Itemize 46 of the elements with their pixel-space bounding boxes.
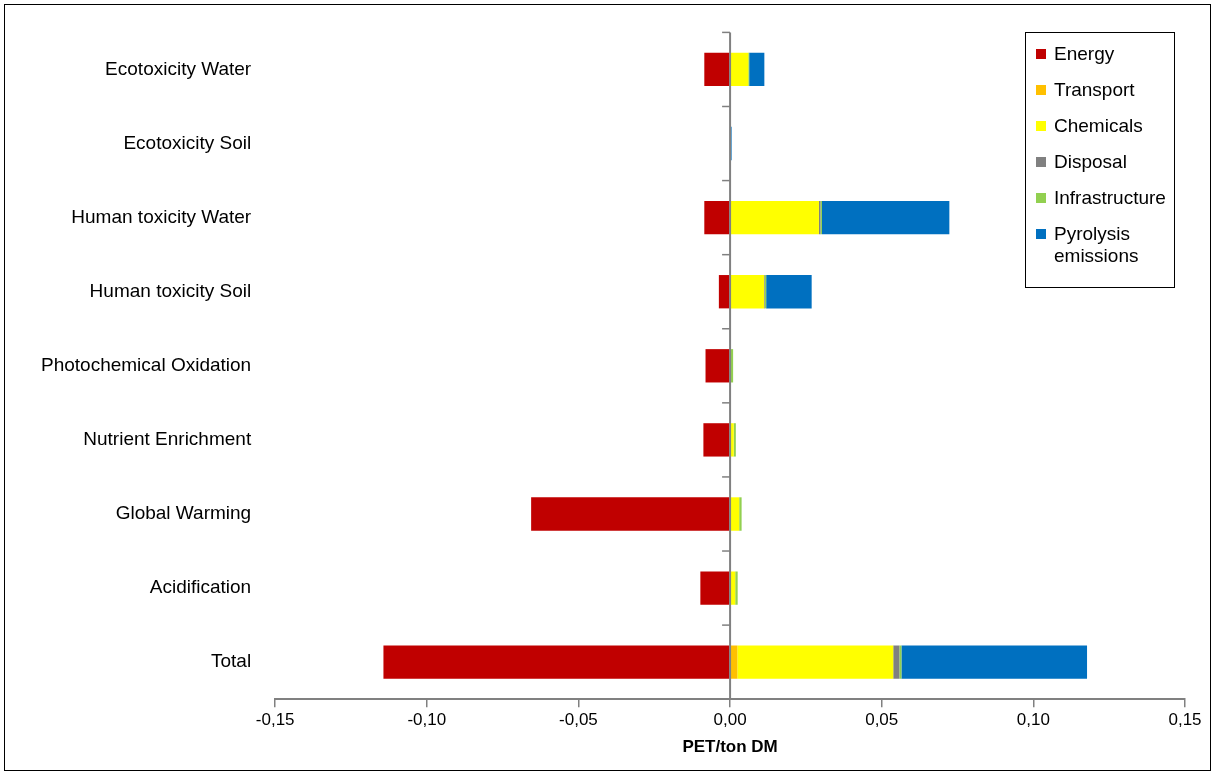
bar xyxy=(730,200,819,235)
y-tick-label: Ecotoxicity Soil xyxy=(123,131,252,153)
y-tick-label: Global Warming xyxy=(115,502,252,524)
bar xyxy=(893,645,900,679)
bar xyxy=(718,275,730,309)
x-axis-title: PET/ton DM xyxy=(682,737,778,757)
y-tick-label: Human toxicity Soil xyxy=(89,279,252,301)
bar xyxy=(383,645,730,679)
y-tick-label: Acidification xyxy=(149,576,252,598)
x-tick-label: -0,15 xyxy=(255,710,295,730)
y-tick-label: Human toxicity Water xyxy=(71,205,252,227)
bar xyxy=(899,645,902,679)
bar xyxy=(704,200,730,235)
bar xyxy=(730,571,736,605)
legend-label: Chemicals xyxy=(1054,115,1144,138)
bar xyxy=(730,497,740,531)
y-tick-label: Nutrient Enrichment xyxy=(83,428,252,450)
bar xyxy=(749,52,765,87)
bar xyxy=(531,497,730,531)
x-tick-label: -0,05 xyxy=(559,710,598,730)
x-tick-label: -0,10 xyxy=(407,710,447,730)
legend-label: Infrastructure xyxy=(1054,187,1166,210)
bar xyxy=(730,52,749,87)
bar xyxy=(705,349,730,383)
x-tick-label: 0,00 xyxy=(713,710,747,730)
legend-label: Disposal xyxy=(1054,151,1128,174)
x-tick-label: 0,15 xyxy=(1168,710,1202,730)
legend-label: Pyrolysis emissions xyxy=(1054,223,1140,268)
bar xyxy=(704,52,730,87)
bar xyxy=(766,275,812,309)
bar xyxy=(737,645,894,679)
x-tick-label: 0,10 xyxy=(1016,710,1050,730)
bar xyxy=(739,497,742,531)
bar xyxy=(821,200,950,235)
legend-label: Transport xyxy=(1054,79,1136,102)
bar xyxy=(735,571,738,605)
bar xyxy=(700,571,730,605)
bar xyxy=(730,645,738,679)
bar xyxy=(901,645,1088,679)
y-tick-label: Ecotoxicity Water xyxy=(105,57,252,79)
bar xyxy=(730,275,765,309)
legend-label: Energy xyxy=(1054,43,1116,66)
y-tick-label: Total xyxy=(211,650,252,672)
bar xyxy=(703,423,730,457)
x-tick-label: 0,05 xyxy=(865,710,899,730)
y-tick-label: Photochemical Oxidation xyxy=(41,354,252,376)
